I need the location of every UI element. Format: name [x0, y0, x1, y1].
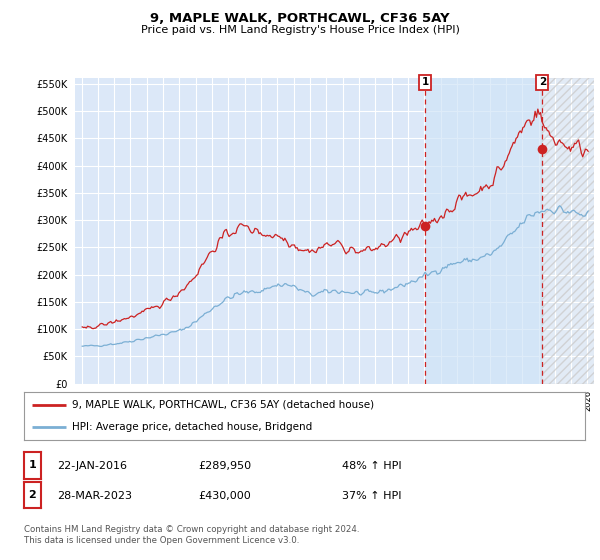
- Text: 48% ↑ HPI: 48% ↑ HPI: [342, 461, 401, 471]
- Text: 2: 2: [29, 490, 36, 500]
- Text: Contains HM Land Registry data © Crown copyright and database right 2024.
This d: Contains HM Land Registry data © Crown c…: [24, 525, 359, 545]
- Text: 22-JAN-2016: 22-JAN-2016: [57, 461, 127, 471]
- Text: 2: 2: [539, 77, 546, 87]
- Text: £430,000: £430,000: [198, 491, 251, 501]
- Text: 9, MAPLE WALK, PORTHCAWL, CF36 5AY (detached house): 9, MAPLE WALK, PORTHCAWL, CF36 5AY (deta…: [71, 400, 374, 410]
- Text: 37% ↑ HPI: 37% ↑ HPI: [342, 491, 401, 501]
- Bar: [425, 78, 542, 384]
- Text: £289,950: £289,950: [198, 461, 251, 471]
- Text: 1: 1: [422, 77, 429, 87]
- Bar: [542, 78, 596, 384]
- Text: 9, MAPLE WALK, PORTHCAWL, CF36 5AY: 9, MAPLE WALK, PORTHCAWL, CF36 5AY: [150, 12, 450, 25]
- Text: 28-MAR-2023: 28-MAR-2023: [57, 491, 132, 501]
- Bar: [542, 78, 596, 384]
- Text: HPI: Average price, detached house, Bridgend: HPI: Average price, detached house, Brid…: [71, 422, 312, 432]
- Text: 1: 1: [29, 460, 36, 470]
- Text: Price paid vs. HM Land Registry's House Price Index (HPI): Price paid vs. HM Land Registry's House …: [140, 25, 460, 35]
